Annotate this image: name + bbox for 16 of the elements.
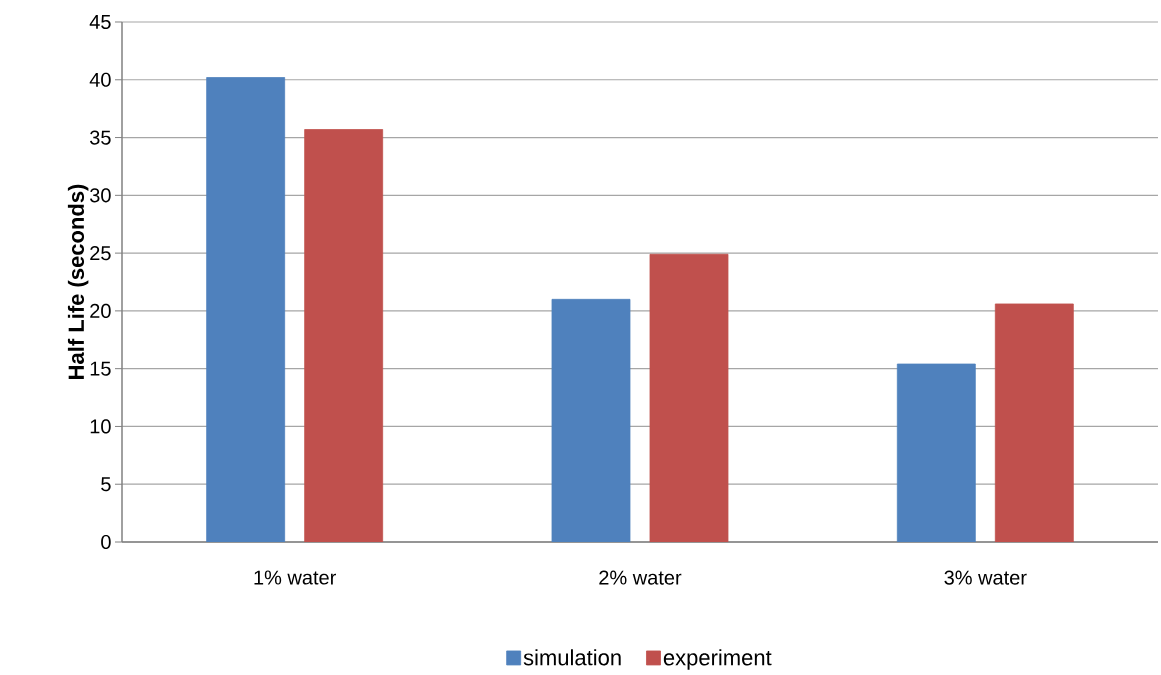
legend-label: experiment (663, 649, 772, 670)
x-tick-label: 1% water (254, 570, 336, 585)
y-tick-label: 35 (90, 130, 111, 145)
y-tick-label: 45 (89, 15, 111, 29)
y-tick-label: 15 (90, 361, 111, 376)
y-tick-label: 30 (90, 188, 111, 203)
y-tick-label: 5 (101, 477, 111, 492)
x-tick-label: 2% water (599, 570, 682, 585)
y-tick-label: 20 (90, 303, 111, 318)
y-tick-label: 10 (90, 419, 111, 434)
x-tick-label: 3% water (944, 570, 1027, 585)
y-tick-label: 40 (89, 72, 111, 87)
y-tick-label: 0 (101, 534, 111, 550)
y-tick-label: 25 (90, 246, 111, 261)
y-axis-title: Half Life (seconds) (67, 184, 89, 379)
legend-label: simulation (523, 649, 621, 666)
